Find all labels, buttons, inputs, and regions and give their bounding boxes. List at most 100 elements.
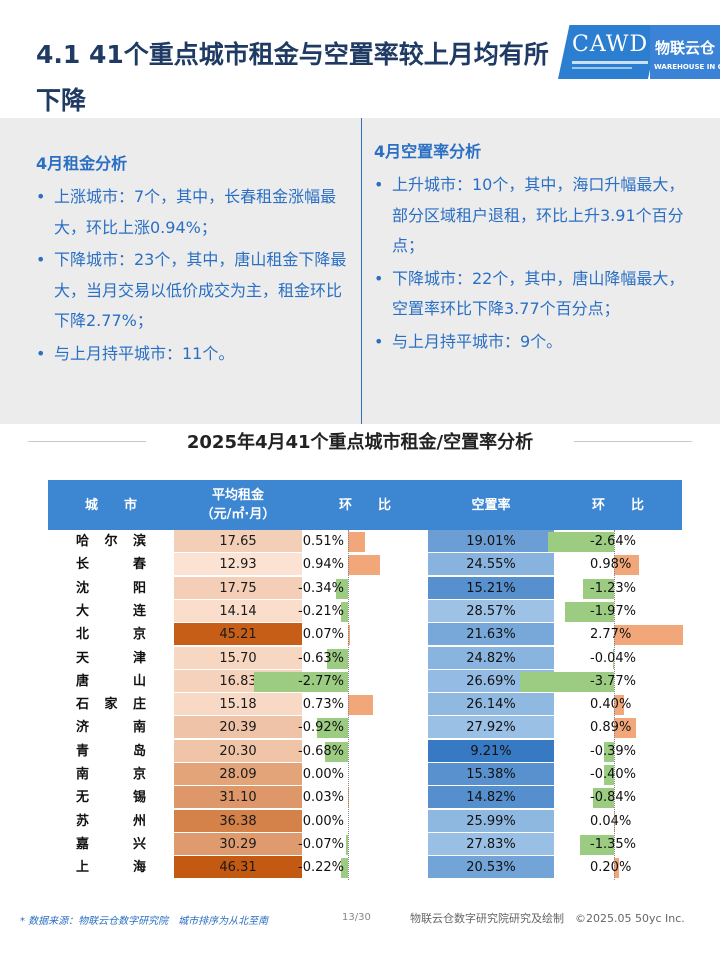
table-row: 唐山 16.83 -2.77% 26.69% -3.77% [48, 669, 682, 693]
rent-change-cell: -0.63% [298, 647, 428, 670]
vacancy-analysis-list: 上升城市：10个，其中，海口升幅最大，部分区域租户退租，环比上升3.91个百分点… [374, 170, 694, 357]
city-name: 无锡 [76, 790, 146, 806]
avg-rent-cell: 14.14 [174, 599, 302, 623]
vacancy-rate-cell: 24.82% [428, 646, 554, 670]
vacancy-rate-cell: 9.21% [428, 739, 554, 763]
vacancy-rate-cell: 15.38% [428, 763, 554, 786]
vacancy-rate-cell: 15.21% [428, 576, 554, 600]
rent-change-value: 0.51% [302, 534, 344, 549]
vacancy-change-value: 0.40% [590, 697, 632, 713]
rent-change-value: -0.07% [298, 836, 344, 852]
vacancy-rate-cell: 20.53% [428, 856, 554, 880]
rent-change-bar [348, 695, 373, 716]
table-row: 哈尔滨 17.65 0.51% 19.01% -2.64% [48, 530, 682, 553]
city-name: 北京 [76, 627, 146, 643]
rent-change-value: 0.00% [302, 813, 344, 829]
rent-change-bar [340, 858, 348, 879]
vacancy-rate-cell: 25.99% [428, 809, 554, 833]
rent-change-value: 0.73% [302, 697, 344, 713]
city-name: 嘉兴 [76, 836, 146, 852]
vacancy-change-cell: 0.04% [554, 810, 682, 833]
analysis-panel: 4月租金分析 上涨城市：7个，其中，长春租金涨幅最大，环比上涨0.94%； 下降… [0, 118, 720, 424]
vacancy-analysis-item: 上升城市：10个，其中，海口升幅最大，部分区域租户退租，环比上升3.91个百分点… [374, 170, 694, 262]
table-row: 嘉兴 30.29 -0.07% 27.83% -1.35% [48, 832, 682, 856]
rent-change-value: -2.77% [298, 673, 344, 689]
table-row: 苏州 36.38 0.00% 25.99% 0.04% [48, 809, 682, 833]
cawd-logo-stripe-2 [572, 67, 632, 69]
vacancy-rate-cell: 14.82% [428, 786, 554, 810]
rent-change-bar [345, 834, 348, 855]
vacancy-change-cell: 0.20% [554, 856, 682, 879]
vacancy-rate-cell: 27.92% [428, 716, 554, 740]
vacancy-change-value: 0.20% [590, 860, 632, 876]
rent-change-bar [348, 625, 351, 646]
rent-change-cell: 0.07% [302, 623, 428, 646]
avg-rent-cell: 17.65 [174, 530, 302, 553]
rent-analysis-item: 下降城市：23个，其中，唐山租金下降最大，当月交易以低价成交为主，租金环比下降2… [36, 245, 356, 337]
avg-rent-cell: 15.70 [174, 646, 302, 670]
table-header: 城 市 平均租金 （元/㎡·月） 环 比 空置率 环 比 [48, 480, 682, 530]
rent-change-bar [348, 555, 380, 576]
vacancy-change-bar [614, 695, 624, 716]
city-name: 上海 [76, 860, 146, 876]
vacancy-change-cell: -1.35% [554, 833, 682, 856]
avg-rent-cell: 12.93 [174, 553, 302, 577]
vacancy-change-value: -0.84% [590, 790, 636, 806]
avg-rent-cell: 20.39 [174, 716, 302, 740]
table-row: 南京 28.09 0.00% 15.38% -0.40% [48, 763, 682, 786]
rent-analysis-title: 4月租金分析 [36, 154, 128, 173]
vacancy-change-cell: -0.84% [554, 786, 682, 809]
rent-change-bar [324, 741, 348, 762]
vacancy-change-cell: -2.64% [548, 530, 682, 553]
vacancy-rate-cell: 28.57% [428, 599, 554, 623]
vacancy-change-bar [613, 648, 614, 669]
rent-change-value: -0.92% [298, 720, 344, 736]
vacancy-change-bar [593, 788, 614, 809]
vacancy-change-value: 0.89% [590, 720, 632, 736]
vacancy-change-cell: -3.77% [519, 670, 682, 693]
avg-rent-cell: 36.38 [174, 809, 302, 833]
vacancy-change-axis [614, 530, 615, 880]
header-rent: 平均租金 （元/㎡·月） [174, 480, 302, 530]
page-title: 4.1 41个重点城市租金与空置率较上月均有所下降 [36, 40, 549, 115]
wlyc-logo-en: WAREHOUSE IN CLOUD [654, 63, 720, 71]
vacancy-change-value: 0.98% [590, 557, 632, 573]
rent-change-value: 0.03% [302, 790, 344, 806]
vacancy-change-value: -0.04% [590, 650, 636, 666]
avg-rent-cell: 28.09 [174, 763, 302, 786]
cawd-logo-stripe [572, 61, 648, 64]
cawd-logo-text: CAWD [572, 32, 649, 57]
vacancy-analysis-title: 4月空置率分析 [374, 142, 482, 161]
city-name: 长春 [76, 557, 146, 573]
vacancy-change-bar [614, 858, 619, 879]
city-name: 天津 [76, 650, 146, 666]
header-vacancy: 空置率 [471, 497, 511, 513]
vacancy-change-bar [548, 532, 614, 552]
page-number: 13/30 [342, 912, 371, 923]
rent-change-cell: 0.00% [302, 763, 428, 786]
avg-rent-cell: 17.75 [174, 576, 302, 600]
avg-rent-cell: 46.31 [174, 856, 302, 880]
vacancy-change-bar [614, 555, 639, 576]
vacancy-change-value: -0.40% [590, 767, 636, 782]
panel-divider [361, 118, 362, 424]
wlyc-logo-cn: 物联云仓 [655, 39, 716, 57]
avg-rent-cell: 20.30 [174, 739, 302, 763]
rent-change-cell: -0.68% [298, 740, 428, 763]
rent-change-bar [340, 601, 348, 622]
rent-change-bar [316, 718, 348, 739]
vacancy-change-bar [614, 718, 637, 739]
vacancy-change-cell: -0.40% [554, 763, 682, 786]
vacancy-change-value: -1.23% [590, 580, 636, 596]
vacancy-change-cell: 0.89% [554, 716, 682, 739]
header-rent-line1: 平均租金 [211, 488, 264, 503]
rent-change-cell: 0.03% [302, 786, 428, 809]
vacancy-change-cell: -1.23% [554, 577, 682, 600]
table-row: 长春 12.93 0.94% 24.55% 0.98% [48, 553, 682, 577]
table-row: 上海 46.31 -0.22% 20.53% 0.20% [48, 856, 682, 880]
vacancy-change-bar [564, 601, 614, 622]
city-name: 沈阳 [76, 580, 146, 596]
vacancy-change-cell: -0.39% [554, 740, 682, 763]
city-name: 大连 [76, 603, 146, 619]
vacancy-change-bar [614, 625, 684, 646]
